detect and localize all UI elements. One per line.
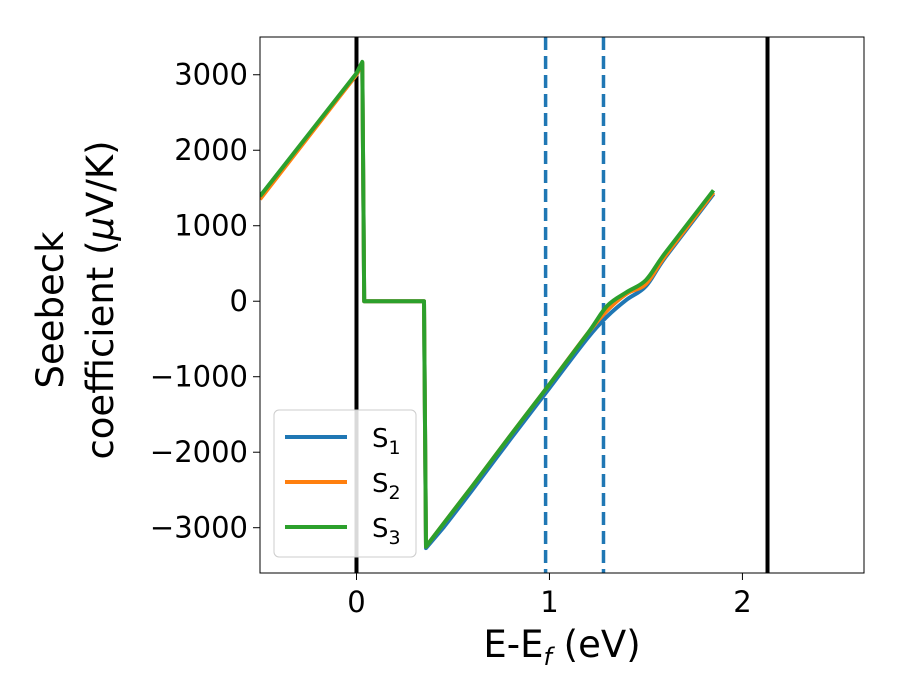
y-axis-title-suffix: V/K) bbox=[79, 140, 122, 216]
y-axis-title: Seebeck coefficient (μV/K) bbox=[29, 140, 122, 459]
y-tick-label: 2000 bbox=[174, 133, 248, 167]
y-axis-title-prefix: coefficient ( bbox=[79, 240, 122, 459]
x-tick-label: 1 bbox=[540, 585, 558, 619]
y-tick-label: −1000 bbox=[150, 360, 248, 394]
series-lines bbox=[260, 59, 716, 551]
y-tick-label: 3000 bbox=[174, 58, 248, 92]
series-line-s3 bbox=[260, 59, 716, 549]
vertical-reference-lines bbox=[354, 37, 770, 573]
x-axis-title: E-Ef (eV) bbox=[483, 623, 640, 671]
x-tick-label: 0 bbox=[347, 585, 365, 619]
x-tick-label: 2 bbox=[733, 585, 751, 619]
x-axis-title-main: E-E bbox=[483, 623, 543, 666]
y-axis-title-line1: Seebeck bbox=[29, 231, 72, 389]
plot-frame bbox=[259, 36, 865, 574]
y-tick-label: −2000 bbox=[150, 435, 248, 469]
legend-label-s2: S2 bbox=[372, 469, 401, 504]
y-tick-label: −3000 bbox=[150, 511, 248, 545]
legend-label-s3: S3 bbox=[372, 514, 401, 549]
legend: S1 S2 S3 bbox=[273, 409, 417, 558]
y-tick-label: 0 bbox=[230, 284, 248, 318]
series-line-s1 bbox=[260, 61, 716, 551]
y-axis-ticks: 3000 2000 1000 0 −1000 −2000 −3000 bbox=[150, 58, 260, 545]
legend-label-s1: S1 bbox=[372, 424, 401, 459]
x-axis-ticks: 0 1 2 bbox=[347, 573, 752, 619]
x-axis-title-unit: (eV) bbox=[552, 623, 641, 666]
y-tick-label: 1000 bbox=[174, 209, 248, 243]
y-axis-title-mu: μ bbox=[79, 217, 122, 242]
y-axis-title-line2: coefficient (μV/K) bbox=[79, 140, 122, 459]
